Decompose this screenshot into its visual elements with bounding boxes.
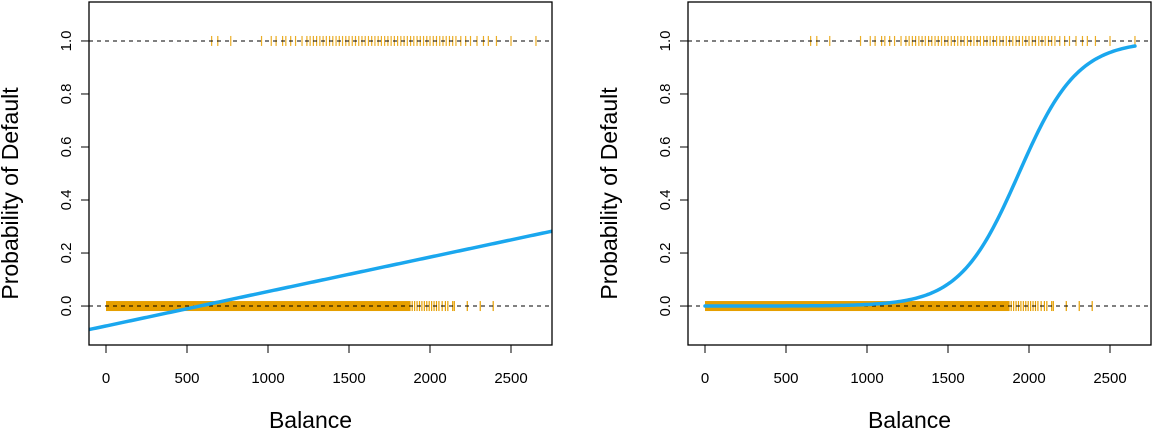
- panel-logistic: 0 500 1000 1500 2000 2500 0.0 0.2 0.4 0.6 0.8 1.0 Ba…: [596, 1, 1152, 433]
- panel-linear: 0 500 1000 1500 2000 2500 0.0 0.2 0.4 0.6 0.8 1.0 Ba…: [0, 1, 553, 433]
- x-tick-label: 2500: [1093, 370, 1126, 387]
- y-tick-label: 0.0: [657, 296, 674, 317]
- y-tick-label: 1.0: [657, 31, 674, 52]
- plot-area: [688, 35, 1151, 312]
- x-tick-label: 500: [773, 370, 798, 387]
- x-tick-label: 1500: [931, 370, 964, 387]
- y-axis-label: Probability of Default: [596, 87, 622, 300]
- x-tick-label: 1500: [332, 370, 365, 387]
- plot-frame: [687, 1, 1152, 346]
- x-axis-label: Balance: [868, 407, 951, 430]
- x-tick-label: 1000: [251, 370, 284, 387]
- x-tick-label: 2000: [413, 370, 446, 387]
- y-tick-label: 0.0: [58, 296, 75, 317]
- x-tick-label: 2000: [1012, 370, 1045, 387]
- y-tick-label: 0.6: [657, 137, 674, 158]
- y-tick-label: 0.8: [58, 84, 75, 105]
- y-tick-label: 0.8: [657, 84, 674, 105]
- y-axis-label: Probability of Default: [0, 87, 23, 300]
- x-tick-label: 2500: [494, 370, 527, 387]
- y-tick-label: 0.6: [58, 137, 75, 158]
- y-tick-label: 0.4: [58, 190, 75, 211]
- x-tick-label: 1000: [850, 370, 883, 387]
- x-axis-label: Balance: [269, 407, 352, 430]
- fit-curve-logistic: [703, 44, 1137, 308]
- y-tick-label: 0.2: [657, 243, 674, 264]
- plot-area: [89, 35, 552, 332]
- y-tick-label: 0.4: [657, 190, 674, 211]
- y-tick-label: 1.0: [58, 31, 75, 52]
- x-tick-label: 500: [174, 370, 199, 387]
- y-tick-label: 0.2: [58, 243, 75, 264]
- x-tick-label: 0: [701, 370, 709, 387]
- fit-curve-linear: [89, 229, 552, 332]
- x-tick-label: 0: [102, 370, 110, 387]
- plot-frame: [88, 1, 553, 346]
